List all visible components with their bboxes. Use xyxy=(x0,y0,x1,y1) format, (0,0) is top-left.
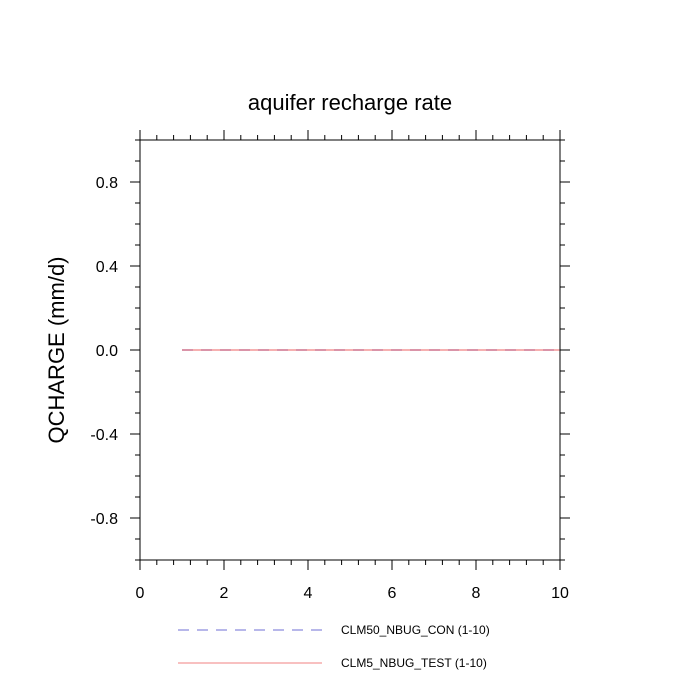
axis-tick-labels: 0 2 4 6 8 10 -0.8 -0.4 0.0 0.4 0.8 xyxy=(90,175,569,602)
x-tick-label: 2 xyxy=(220,585,229,602)
y-tick-label: 0.8 xyxy=(96,175,118,192)
plot-frame xyxy=(139,139,561,561)
x-tick-label: 4 xyxy=(304,585,313,602)
legend-label-0: CLM50_NBUG_CON (1-10) xyxy=(341,623,490,637)
axis-ticks xyxy=(130,130,570,570)
x-tick-label: 8 xyxy=(472,585,481,602)
y-tick-label: -0.8 xyxy=(90,511,118,528)
legend: CLM50_NBUG_CON (1-10) CLM5_NBUG_TEST (1-1… xyxy=(178,623,490,670)
y-tick-label: -0.4 xyxy=(90,427,118,444)
x-tick-label: 10 xyxy=(551,585,569,602)
legend-label-1: CLM5_NBUG_TEST (1-10) xyxy=(341,656,487,670)
y-tick-label: 0.4 xyxy=(96,259,118,276)
chart-title: aquifer recharge rate xyxy=(248,90,452,115)
x-tick-label: 0 xyxy=(136,585,145,602)
x-tick-label: 6 xyxy=(388,585,397,602)
y-axis-label: QCHARGE (mm/d) xyxy=(44,257,69,444)
y-tick-label: 0.0 xyxy=(96,343,118,360)
